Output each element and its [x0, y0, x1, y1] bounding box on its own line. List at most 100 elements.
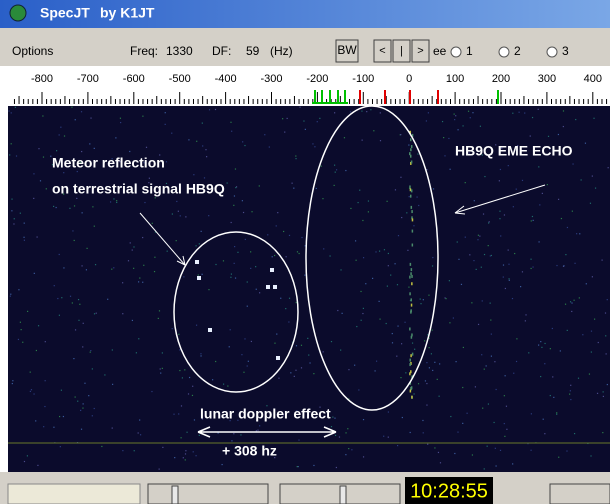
noise-dot [255, 430, 257, 432]
noise-dot [450, 415, 452, 418]
noise-dot [508, 263, 510, 265]
slider-thumb[interactable] [171, 485, 179, 504]
noise-dot [259, 292, 261, 294]
noise-dot [191, 394, 194, 397]
noise-dot [95, 312, 97, 314]
noise-dot [111, 268, 113, 270]
noise-dot [361, 139, 363, 141]
noise-dot [280, 297, 282, 299]
noise-dot [541, 346, 543, 348]
noise-dot [512, 206, 514, 208]
noise-dot [371, 277, 374, 279]
radio-button[interactable] [498, 46, 510, 58]
noise-dot [508, 278, 510, 280]
nav-button[interactable] [411, 39, 430, 63]
noise-dot [330, 340, 333, 343]
options-menu[interactable]: Options [12, 44, 53, 58]
noise-dot [116, 201, 118, 204]
noise-dot [63, 172, 65, 174]
noise-dot [242, 141, 244, 143]
noise-dot [57, 297, 59, 300]
noise-dot [292, 341, 294, 343]
noise-dot [585, 283, 587, 285]
noise-dot [309, 362, 311, 364]
noise-dot [8, 110, 10, 112]
echo-trace [410, 138, 412, 142]
arrow-head [454, 205, 466, 215]
slider[interactable] [549, 483, 610, 504]
noise-dot [520, 286, 522, 288]
slider[interactable] [147, 483, 269, 504]
noise-dot [588, 373, 591, 375]
noise-dot [234, 246, 236, 248]
noise-dot [107, 163, 110, 165]
noise-dot [288, 297, 291, 299]
echo-trace [410, 272, 412, 276]
noise-dot [362, 456, 365, 458]
echo-trace [410, 354, 412, 358]
bw-button[interactable] [335, 39, 359, 63]
radio-button[interactable] [546, 46, 558, 58]
nav-button[interactable] [392, 39, 411, 63]
noise-dot [213, 412, 216, 414]
noise-dot [455, 115, 457, 117]
speed-label: ee [433, 44, 447, 58]
noise-dot [397, 325, 399, 327]
noise-dot [268, 146, 270, 148]
noise-dot [79, 161, 81, 164]
noise-dot [362, 257, 365, 259]
nav-button[interactable] [373, 39, 392, 63]
noise-dot [590, 455, 592, 457]
noise-dot [551, 327, 553, 330]
slider-thumb[interactable] [339, 485, 347, 504]
noise-dot [80, 409, 82, 412]
noise-dot [184, 459, 186, 461]
noise-dot [9, 295, 11, 297]
noise-dot [334, 417, 336, 419]
noise-dot [93, 313, 96, 315]
noise-dot [532, 219, 534, 221]
noise-dot [295, 369, 297, 371]
meteor-ping [270, 268, 274, 272]
noise-dot [483, 468, 485, 470]
noise-dot [512, 112, 514, 114]
noise-dot [417, 383, 420, 385]
noise-dot [186, 431, 188, 433]
noise-dot [33, 173, 35, 175]
noise-dot [201, 418, 204, 420]
noise-dot [229, 420, 231, 422]
echo-trace [409, 194, 412, 198]
noise-dot [235, 186, 238, 188]
echo-trace [409, 389, 412, 393]
noise-dot [233, 204, 235, 206]
noise-dot [570, 398, 572, 401]
noise-dot [275, 225, 277, 227]
radio-button[interactable] [450, 46, 462, 58]
noise-dot [458, 258, 460, 260]
noise-dot [521, 271, 524, 273]
noise-dot [15, 155, 18, 157]
noise-dot [107, 298, 109, 300]
noise-dot [233, 195, 236, 197]
noise-dot [558, 456, 560, 458]
noise-dot [111, 349, 113, 351]
noise-dot [222, 383, 225, 385]
echo-trace [410, 335, 413, 339]
noise-dot [179, 369, 181, 372]
noise-dot [482, 407, 484, 409]
ruler-label: -100 [352, 73, 374, 85]
noise-dot [37, 464, 39, 467]
noise-dot [400, 134, 402, 136]
noise-dot [323, 248, 325, 250]
echo-trace [411, 352, 414, 356]
noise-dot [171, 213, 173, 215]
noise-dot [449, 322, 451, 324]
noise-dot [131, 319, 133, 322]
noise-dot [387, 411, 389, 413]
noise-dot [203, 177, 206, 179]
noise-dot [222, 260, 225, 262]
window-title: SpecJT [40, 5, 90, 21]
noise-dot [296, 251, 299, 253]
noise-dot [557, 198, 560, 200]
noise-dot [556, 413, 558, 415]
